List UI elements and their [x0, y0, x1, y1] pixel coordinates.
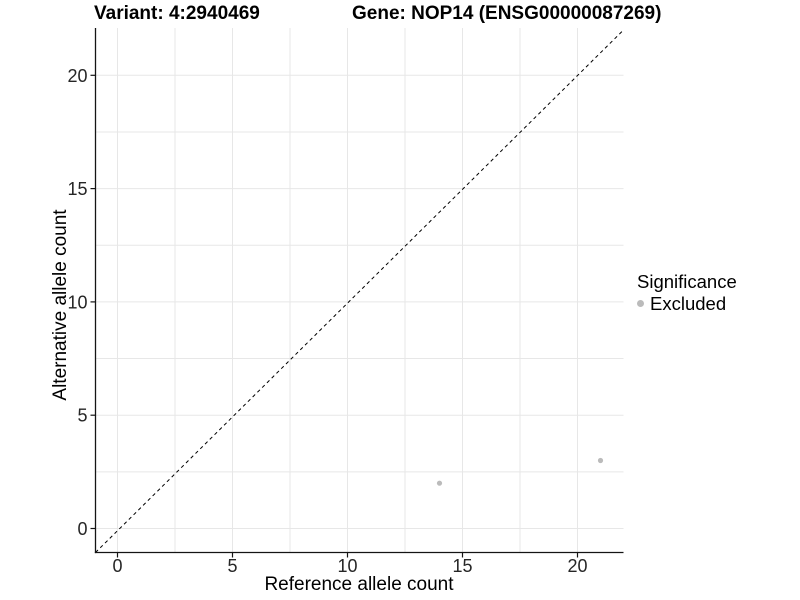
- data-point: [436, 480, 443, 486]
- legend-point-icon: [637, 300, 644, 308]
- legend-item-label: Excluded: [650, 293, 727, 315]
- y-axis-label: Alternative allele count: [50, 209, 71, 401]
- x-tick-label: 0: [112, 556, 122, 576]
- x-tick-label: 5: [227, 556, 237, 576]
- x-tick-label: 10: [337, 556, 357, 576]
- x-tick-label: 20: [567, 556, 587, 576]
- y-tick-label: 0: [77, 519, 87, 539]
- y-tick-label: 20: [67, 66, 87, 86]
- identity-line: [95, 29, 624, 553]
- y-tick-label: 5: [77, 406, 87, 426]
- legend-title: Significance: [637, 271, 737, 292]
- y-tick-label: 10: [67, 292, 87, 312]
- x-axis-label: Reference allele count: [264, 574, 454, 595]
- plot-title-gene: Gene: NOP14 (ENSG00000087269): [352, 3, 662, 24]
- legend-item-excluded: Excluded: [637, 293, 737, 314]
- x-tick-label: 15: [452, 556, 472, 576]
- legend: Significance Excluded: [637, 271, 737, 315]
- plot-title-variant: Variant: 4:2940469: [94, 3, 260, 24]
- y-tick-label: 15: [67, 179, 87, 199]
- data-point: [597, 457, 604, 464]
